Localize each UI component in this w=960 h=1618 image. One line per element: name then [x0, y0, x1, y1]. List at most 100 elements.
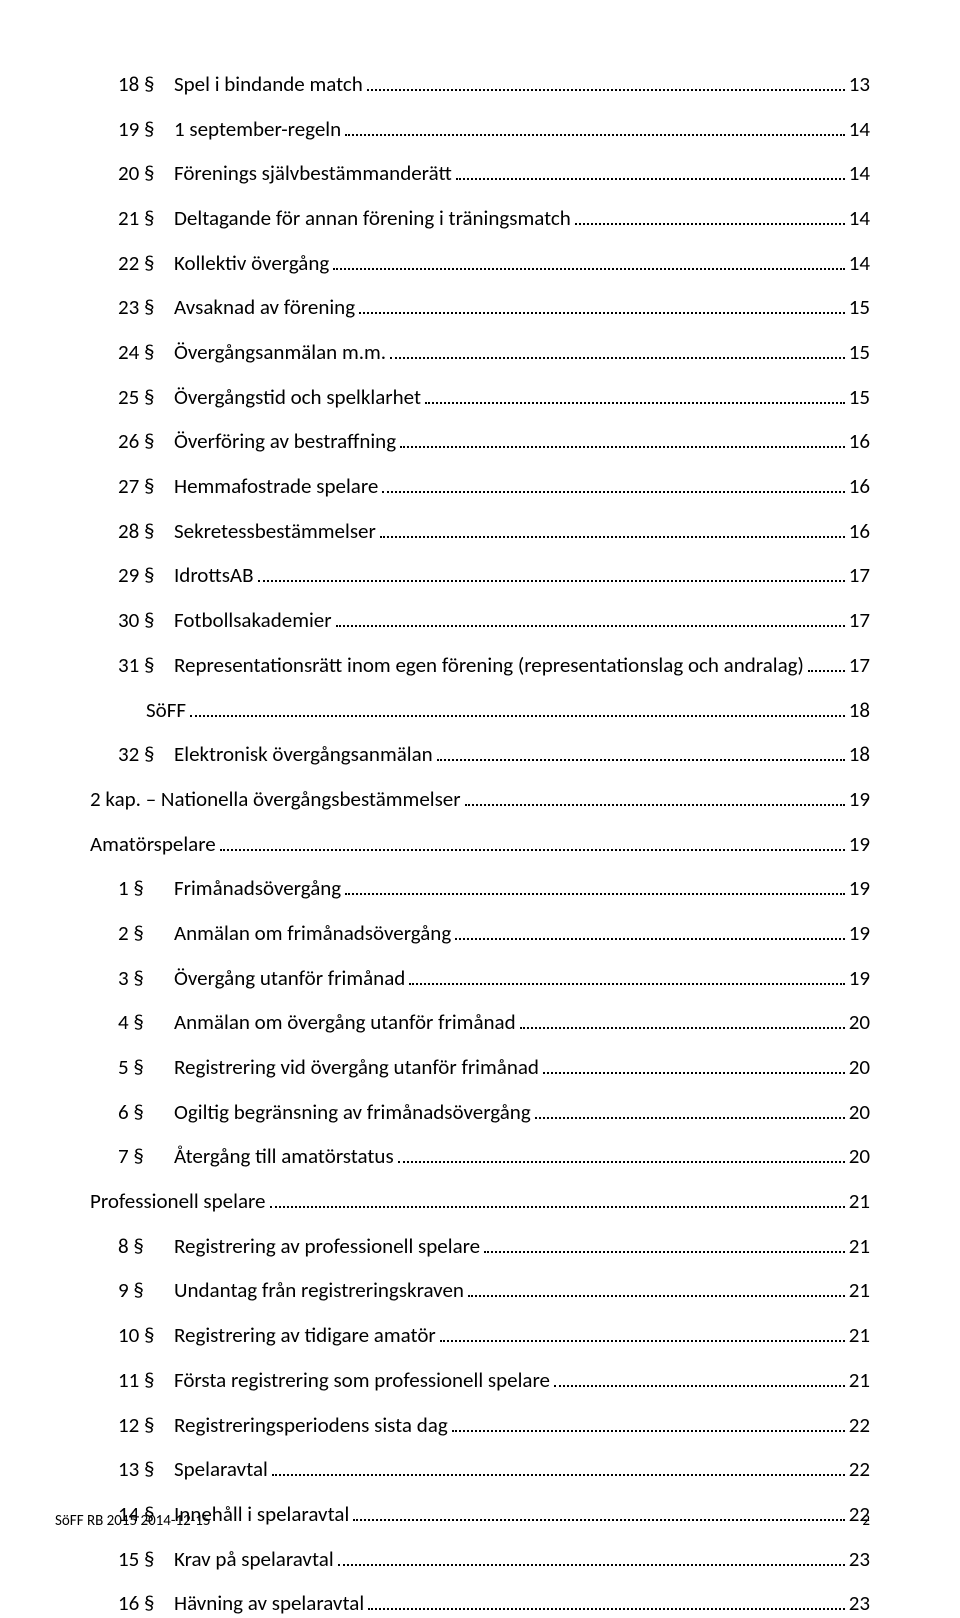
toc-entry-page: 21: [849, 1322, 870, 1349]
toc-leader-dots: [456, 159, 845, 180]
toc-entry-number: 32 §: [118, 741, 174, 768]
toc-entry-title: Spelaravtal: [174, 1456, 268, 1483]
toc-entry-page: 14: [849, 116, 870, 143]
toc-entry-number: 2 §: [118, 920, 174, 947]
toc-entry-number: 9 §: [118, 1277, 174, 1304]
toc-leader-dots: [452, 1411, 845, 1432]
toc-entry-title: Registrering vid övergång utanför frimån…: [174, 1054, 539, 1081]
toc-entry-page: 21: [849, 1277, 870, 1304]
toc-entry-title: Sekretessbestämmelser: [174, 518, 376, 545]
toc-entry-title: Anmälan om frimånadsövergång: [174, 920, 451, 947]
toc-entry-number: 16 §: [118, 1590, 174, 1617]
toc-entry: 3 §Övergång utanför frimånad 19: [90, 964, 870, 992]
toc-entry: SöFF 18: [90, 696, 870, 724]
toc-entry-page: 21: [849, 1188, 870, 1215]
toc-entry: 23 §Avsaknad av förening 15: [90, 293, 870, 321]
footer-page-number: 2: [862, 1512, 870, 1530]
toc-leader-dots: [543, 1053, 845, 1074]
toc-entry-number: 3 §: [118, 965, 174, 992]
toc-entry-title: Representationsrätt inom egen förening (…: [174, 652, 804, 679]
toc-entry-number: 18 §: [118, 71, 174, 98]
toc-entry-page: 21: [849, 1367, 870, 1394]
toc-entry-page: 23: [849, 1590, 870, 1617]
toc-entry-number: 15 §: [118, 1546, 174, 1573]
toc-entry-title: Registrering av tidigare amatör: [174, 1322, 436, 1349]
toc-entry-page: 18: [849, 697, 870, 724]
toc-entry-page: 18: [849, 741, 870, 768]
toc-entry: 11 §Första registrering som professionel…: [90, 1366, 870, 1394]
toc-entry: 27 §Hemmafostrade spelare 16: [90, 472, 870, 500]
toc-entry: 25 §Övergångstid och spelklarhet 15: [90, 383, 870, 411]
toc-leader-dots: [359, 293, 845, 314]
toc-entry-page: 17: [849, 607, 870, 634]
toc-leader-dots: [272, 1455, 845, 1476]
toc-entry-number: 29 §: [118, 562, 174, 589]
toc-entry-page: 15: [849, 294, 870, 321]
toc-entry-number: 13 §: [118, 1456, 174, 1483]
toc-entry-title: Överföring av bestraffning: [174, 428, 396, 455]
toc-entry-number: 8 §: [118, 1233, 174, 1260]
page: 18 §Spel i bindande match 1319 §1 septem…: [0, 0, 960, 1572]
toc-entry-title: Amatörspelare: [90, 831, 216, 858]
toc-entry: 6 §Ogiltig begränsning av frimånadsöverg…: [90, 1098, 870, 1126]
toc: 18 §Spel i bindande match 1319 §1 septem…: [90, 70, 870, 1618]
toc-entry-title: Professionell spelare: [90, 1188, 266, 1215]
toc-leader-dots: [535, 1098, 845, 1119]
toc-entry-page: 20: [849, 1099, 870, 1126]
toc-entry: 2 §Anmälan om frimånadsövergång 19: [90, 919, 870, 947]
toc-entry-page: 22: [849, 1412, 870, 1439]
toc-entry-number: 4 §: [118, 1009, 174, 1036]
toc-leader-dots: [468, 1277, 845, 1298]
toc-leader-dots: [425, 383, 845, 404]
toc-leader-dots: [390, 338, 845, 359]
toc-leader-dots: [455, 919, 844, 940]
toc-leader-dots: [520, 1008, 845, 1029]
toc-entry: 5 §Registrering vid övergång utanför fri…: [90, 1053, 870, 1081]
toc-leader-dots: [220, 830, 845, 851]
toc-entry-title: Övergångstid och spelklarhet: [174, 384, 421, 411]
toc-leader-dots: [345, 874, 845, 895]
toc-entry: 2 kap. – Nationella övergångsbestämmelse…: [90, 785, 870, 813]
toc-leader-dots: [400, 428, 845, 449]
toc-leader-dots: [190, 696, 845, 717]
toc-entry-number: 1 §: [118, 875, 174, 902]
toc-entry: 12 §Registreringsperiodens sista dag 22: [90, 1411, 870, 1439]
toc-entry-title: IdrottsAB: [174, 562, 254, 589]
toc-leader-dots: [338, 1545, 845, 1566]
toc-entry-page: 20: [849, 1054, 870, 1081]
toc-entry-page: 23: [849, 1546, 870, 1573]
toc-leader-dots: [336, 606, 845, 627]
toc-entry-title: 1 september-regeln: [174, 116, 341, 143]
toc-leader-dots: [409, 964, 844, 985]
toc-entry: 9 §Undantag från registreringskraven 21: [90, 1277, 870, 1305]
toc-entry-number: 30 §: [118, 607, 174, 634]
toc-entry-number: 26 §: [118, 428, 174, 455]
toc-leader-dots: [554, 1366, 845, 1387]
toc-entry: 28 §Sekretessbestämmelser 16: [90, 517, 870, 545]
toc-entry-number: 11 §: [118, 1367, 174, 1394]
toc-leader-dots: [270, 1187, 845, 1208]
toc-entry-number: 7 §: [118, 1143, 174, 1170]
toc-entry: 20 §Förenings självbestämmanderätt 14: [90, 159, 870, 187]
toc-entry-page: 14: [849, 205, 870, 232]
toc-entry: 29 §IdrottsAB 17: [90, 562, 870, 590]
toc-entry-number: 10 §: [118, 1322, 174, 1349]
toc-leader-dots: [808, 651, 845, 672]
toc-entry-number: 28 §: [118, 518, 174, 545]
toc-entry: 22 §Kollektiv övergång 14: [90, 249, 870, 277]
toc-entry-page: 19: [849, 875, 870, 902]
toc-leader-dots: [465, 785, 845, 806]
toc-entry: 10 §Registrering av tidigare amatör 21: [90, 1321, 870, 1349]
toc-leader-dots: [380, 517, 845, 538]
toc-leader-dots: [367, 70, 845, 91]
toc-entry-number: 22 §: [118, 250, 174, 277]
toc-entry-page: 14: [849, 160, 870, 187]
toc-entry-number: 6 §: [118, 1099, 174, 1126]
toc-entry: 18 §Spel i bindande match 13: [90, 70, 870, 98]
toc-leader-dots: [440, 1321, 845, 1342]
toc-entry: Professionell spelare 21: [90, 1187, 870, 1215]
toc-entry-page: 16: [849, 428, 870, 455]
toc-entry-number: 25 §: [118, 384, 174, 411]
toc-entry: 26 §Överföring av bestraffning 16: [90, 428, 870, 456]
toc-entry-page: 19: [849, 831, 870, 858]
